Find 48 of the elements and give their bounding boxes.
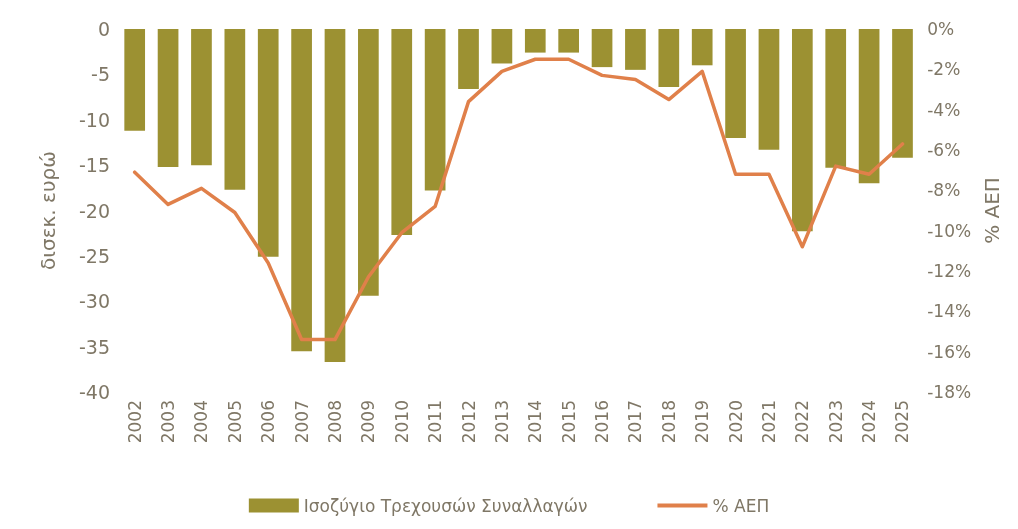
- y-tick-label: -10: [78, 108, 110, 131]
- x-tick-label: 2010: [391, 400, 412, 444]
- y2-tick-label: 0%: [927, 19, 955, 39]
- y2-tick-label: -18%: [927, 382, 972, 402]
- x-tick-label: 2022: [792, 400, 813, 444]
- x-tick-label: 2006: [258, 400, 279, 444]
- y2-tick-label: -2%: [927, 59, 961, 80]
- legend-label: Ισοζύγιο Τρεχουσών Συναλλαγών: [303, 495, 588, 516]
- x-tick-label: 2015: [558, 400, 579, 444]
- x-tick-label: 2004: [191, 400, 212, 444]
- x-tick-label: 2014: [525, 400, 546, 444]
- x-tick-label: 2025: [892, 400, 913, 444]
- x-tick-label: 2018: [658, 400, 679, 444]
- y-tick-label: -20: [78, 199, 110, 222]
- y2-tick-label: -10%: [927, 220, 972, 241]
- x-tick-label: 2016: [592, 400, 613, 444]
- x-tick-label: 2024: [859, 400, 880, 444]
- y2-tick-label: -8%: [927, 180, 961, 201]
- y-tick-label: -15: [78, 154, 110, 177]
- y2-tick-label: -6%: [927, 140, 961, 160]
- x-tick-label: 2011: [425, 400, 446, 444]
- y2-axis-title: % ΑΕΠ: [980, 177, 1004, 244]
- x-tick-label: 2021: [758, 400, 779, 444]
- x-tick-label: 2023: [825, 400, 846, 444]
- y-tick-label: -30: [78, 290, 110, 313]
- x-tick-label: 2002: [124, 400, 145, 444]
- y-tick-label: 0: [97, 18, 110, 40]
- y-axis-title: δισεκ. ευρώ: [36, 151, 60, 270]
- y2-tick-label: -12%: [927, 261, 972, 281]
- y2-tick-label: -14%: [927, 301, 972, 322]
- y-tick-label: -5: [91, 63, 110, 86]
- x-tick-label: 2019: [692, 400, 713, 444]
- x-tick-label: 2007: [291, 400, 312, 444]
- x-tick-label: 2017: [625, 400, 646, 444]
- x-tick-label: 2009: [358, 400, 379, 444]
- y-tick-label: -35: [78, 335, 110, 358]
- line-series: [132, 57, 905, 342]
- x-tick-label: 2020: [725, 400, 746, 444]
- x-tick-label: 2005: [224, 400, 245, 444]
- y2-tick-label: -16%: [927, 341, 972, 362]
- x-tick-label: 2003: [158, 400, 179, 444]
- x-tick-label: 2013: [491, 400, 512, 444]
- y2-tick-label: -4%: [927, 99, 961, 120]
- legend-label: % ΑΕΠ: [712, 495, 770, 516]
- x-tick-label: 2008: [324, 400, 345, 444]
- y-tick-label: -25: [78, 244, 110, 267]
- y-tick-label: -40: [78, 381, 110, 403]
- x-tick-label: 2012: [458, 400, 479, 444]
